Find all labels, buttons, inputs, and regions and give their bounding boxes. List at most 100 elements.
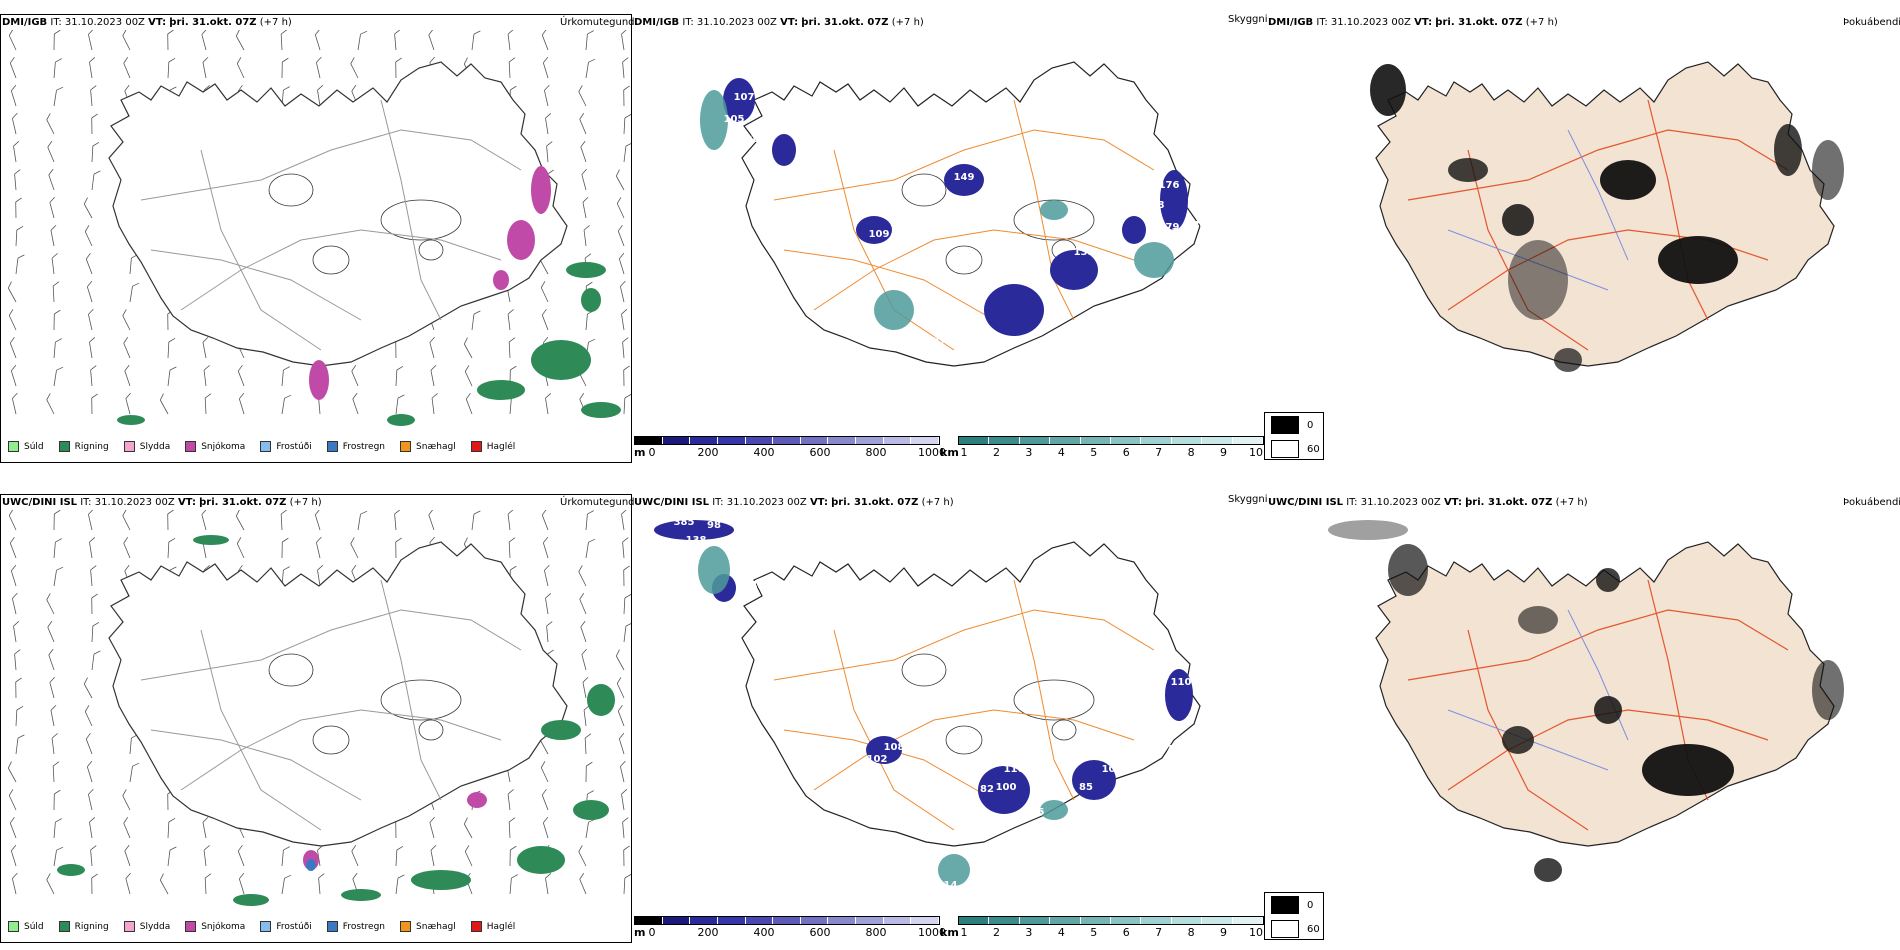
legend-swatch <box>326 921 338 932</box>
glacier-outline <box>380 679 462 721</box>
wind-barb <box>465 392 473 415</box>
wind-barb <box>314 510 321 531</box>
wind-barb <box>545 873 552 895</box>
wind-barb <box>463 337 473 359</box>
legend-swatch <box>123 921 135 932</box>
wind-barb <box>545 393 552 415</box>
colorbar-tick: 6 <box>1122 926 1130 939</box>
wind-barb <box>53 338 62 359</box>
fog-area <box>1502 726 1534 754</box>
wind-barb <box>124 844 131 867</box>
fog-area <box>1328 520 1408 540</box>
ceiling-value-label: 114 <box>937 880 958 891</box>
wind-barb <box>623 393 631 415</box>
wind-barb <box>236 537 245 559</box>
wind-barb <box>91 873 98 895</box>
precip-area <box>309 360 329 400</box>
wind-barb <box>12 872 18 895</box>
wind-barb <box>623 873 631 895</box>
wind-barb <box>350 537 359 559</box>
precip-area <box>874 290 914 330</box>
row2-left-title: Úrkomutegund <box>560 497 635 508</box>
wind-barb <box>237 364 245 387</box>
wind-barb <box>238 872 245 895</box>
ceiling-value-label: 149 <box>954 172 975 183</box>
wind-barb <box>622 537 629 559</box>
wind-barb <box>579 593 587 615</box>
wind-barb <box>585 510 594 531</box>
wind-barb <box>471 30 481 51</box>
row2-precip-legend: Súld Rigning Slydda Snjókoma Frostúði Frostre… <box>8 921 530 932</box>
road-line <box>773 129 1155 201</box>
legend-item-súld: Súld <box>8 921 44 932</box>
colorbar-segment <box>959 917 990 924</box>
road-line <box>380 579 442 801</box>
fog-area <box>1518 606 1558 634</box>
legend-label: Slydda <box>139 441 171 452</box>
road-line <box>140 609 522 681</box>
wind-barb <box>167 537 176 559</box>
wind-barb <box>167 30 174 51</box>
wind-barb <box>623 142 631 163</box>
colorbar-segment <box>959 437 990 444</box>
colorbar-tick: 3 <box>1025 926 1033 939</box>
precip-area <box>411 870 471 890</box>
glacier-outline <box>418 239 444 261</box>
wind-barb <box>280 30 288 51</box>
wind-barb <box>578 565 587 587</box>
iceland-coastline <box>108 61 568 367</box>
wind-barb <box>203 365 210 387</box>
wind-barb <box>122 309 131 331</box>
glacier-outline <box>1013 679 1095 721</box>
legend-item-snjókoma: Snjókoma <box>185 921 245 932</box>
wind-barb <box>123 537 131 559</box>
wind-barb <box>428 30 435 51</box>
wind-barb <box>9 336 17 359</box>
wind-barb <box>203 845 210 867</box>
wind-barb <box>508 817 516 839</box>
colorbar-tick: 4 <box>1057 926 1065 939</box>
ceiling-value-label: 105 <box>724 114 745 125</box>
wind-barb <box>615 649 625 671</box>
wind-barb <box>129 254 138 275</box>
wind-barb <box>316 56 322 79</box>
legend-label: Snæhagl <box>416 441 456 452</box>
wind-barb <box>622 817 629 839</box>
wind-barb <box>91 393 98 415</box>
wind-barb <box>88 308 94 331</box>
colorbar-segment <box>883 437 912 444</box>
wind-barb <box>579 873 587 895</box>
row1-visibility-colorbar <box>958 436 1264 445</box>
glacier-outline <box>901 653 947 687</box>
wind-barb <box>394 510 401 531</box>
glacier-outline <box>380 199 462 241</box>
road-line <box>380 99 442 321</box>
ceiling-value-label: 93 <box>922 375 936 386</box>
wind-barb <box>204 393 212 415</box>
legend-item-slydda: Slydda <box>123 921 170 932</box>
fog-area <box>1502 204 1534 236</box>
wind-barb <box>616 197 625 219</box>
wind-barb <box>238 392 245 415</box>
legend-label: Snjókoma <box>201 441 246 452</box>
precip-area <box>467 792 487 808</box>
wind-barb <box>581 648 587 671</box>
iceland-coastline <box>108 541 568 847</box>
row1-precip-map <box>7 30 631 426</box>
colorbar-tick: 1 <box>960 446 968 459</box>
fog-legend-label: 60 <box>1307 443 1320 455</box>
precip-area <box>541 720 581 740</box>
legend-item-snæhagl: Snæhagl <box>400 441 456 452</box>
wind-barb <box>235 30 245 51</box>
wind-barb <box>83 677 93 699</box>
wind-barb <box>621 30 628 51</box>
wind-barb <box>123 57 131 79</box>
wind-barb <box>89 537 96 559</box>
road-line <box>180 709 502 791</box>
wind-barb <box>615 169 625 191</box>
colorbar-tick: 0 <box>648 446 656 459</box>
row2-visibility-colorbar <box>958 916 1264 925</box>
wind-barb <box>53 818 62 839</box>
road-line <box>1013 99 1075 321</box>
row2-ceiling-colorbar <box>634 916 940 925</box>
